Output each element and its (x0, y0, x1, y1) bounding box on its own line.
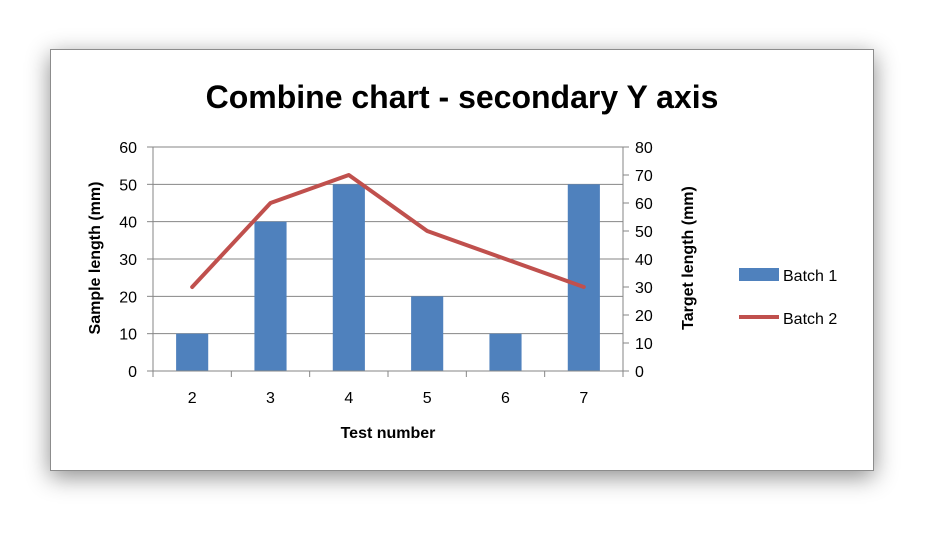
series-line-batch-2 (190, 173, 586, 289)
legend-label-batch-1: Batch 1 (783, 268, 837, 285)
x-tick-label: 6 (501, 390, 510, 407)
x-tick-label: 4 (344, 390, 353, 407)
line-series (190, 173, 586, 289)
y2-tick-label: 60 (635, 196, 653, 213)
combo-chart: Combine chart - secondary Y axis 0102030… (87, 79, 837, 442)
bar (254, 221, 287, 371)
y-tick-label: 20 (119, 289, 137, 306)
chart-frame: Combine chart - secondary Y axis 0 10 20 30… (50, 49, 874, 471)
y2-tick-label: 80 (635, 140, 653, 157)
bar-series (176, 184, 600, 371)
y2-tick-label: 50 (635, 224, 653, 241)
y-tick-label: 30 (119, 252, 137, 269)
axes: 0 10 20 30 40 50 60 0 10 20 30 40 50 60 70 80 2 3 4 5 6 7 (119, 140, 653, 407)
x-tick-label: 7 (579, 390, 588, 407)
y-tick-label: 40 (119, 215, 137, 232)
y-axis-title: Sample length (mm) (87, 182, 104, 335)
chart-title: Combine chart - secondary Y axis (206, 79, 719, 115)
bar (489, 333, 522, 371)
x-tick-label: 3 (266, 390, 275, 407)
y2-tick-label: 0 (635, 364, 644, 381)
x-tick-label: 5 (423, 390, 432, 407)
y-tick-label: 60 (119, 140, 137, 157)
y2-tick-label: 10 (635, 336, 653, 353)
bar (176, 333, 209, 371)
x-axis-title: Test number (341, 425, 436, 442)
y-tick-label: 50 (119, 177, 137, 194)
bar (332, 184, 365, 371)
y2-tick-label: 30 (635, 280, 653, 297)
y-tick-label: 0 (128, 364, 137, 381)
y2-axis-title: Target length (mm) (680, 186, 697, 330)
legend: Batch 1 Batch 2 (739, 268, 837, 328)
y2-tick-label: 40 (635, 252, 653, 269)
bar (567, 184, 600, 371)
y2-tick-label: 20 (635, 308, 653, 325)
gridlines (153, 146, 623, 335)
legend-swatch-batch-1 (739, 268, 779, 281)
y2-tick-label: 70 (635, 168, 653, 185)
y-tick-label: 10 (119, 327, 137, 344)
bar (411, 296, 444, 371)
x-tick-label: 2 (188, 390, 197, 407)
legend-label-batch-2: Batch 2 (783, 311, 837, 328)
